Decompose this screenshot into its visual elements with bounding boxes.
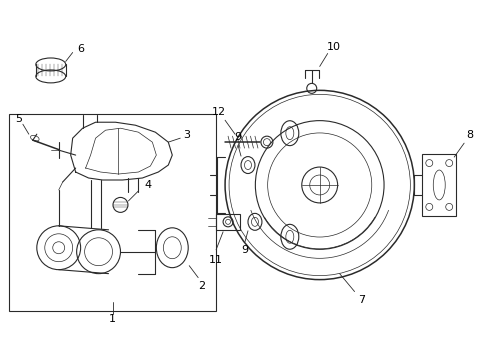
Text: 9: 9 xyxy=(234,132,241,142)
Bar xyxy=(9,114,216,311)
Bar xyxy=(216,214,240,230)
Bar xyxy=(422,154,455,216)
Text: 11: 11 xyxy=(209,255,223,265)
Text: 8: 8 xyxy=(466,130,473,140)
Text: 1: 1 xyxy=(109,314,116,324)
Text: 9: 9 xyxy=(241,245,248,255)
Text: 4: 4 xyxy=(144,180,152,190)
Text: 6: 6 xyxy=(77,44,84,54)
Text: 12: 12 xyxy=(212,107,225,117)
Text: 10: 10 xyxy=(326,41,340,51)
Text: 3: 3 xyxy=(183,130,189,140)
Text: 5: 5 xyxy=(15,114,22,124)
Text: 7: 7 xyxy=(357,294,365,305)
Text: 2: 2 xyxy=(198,280,205,291)
